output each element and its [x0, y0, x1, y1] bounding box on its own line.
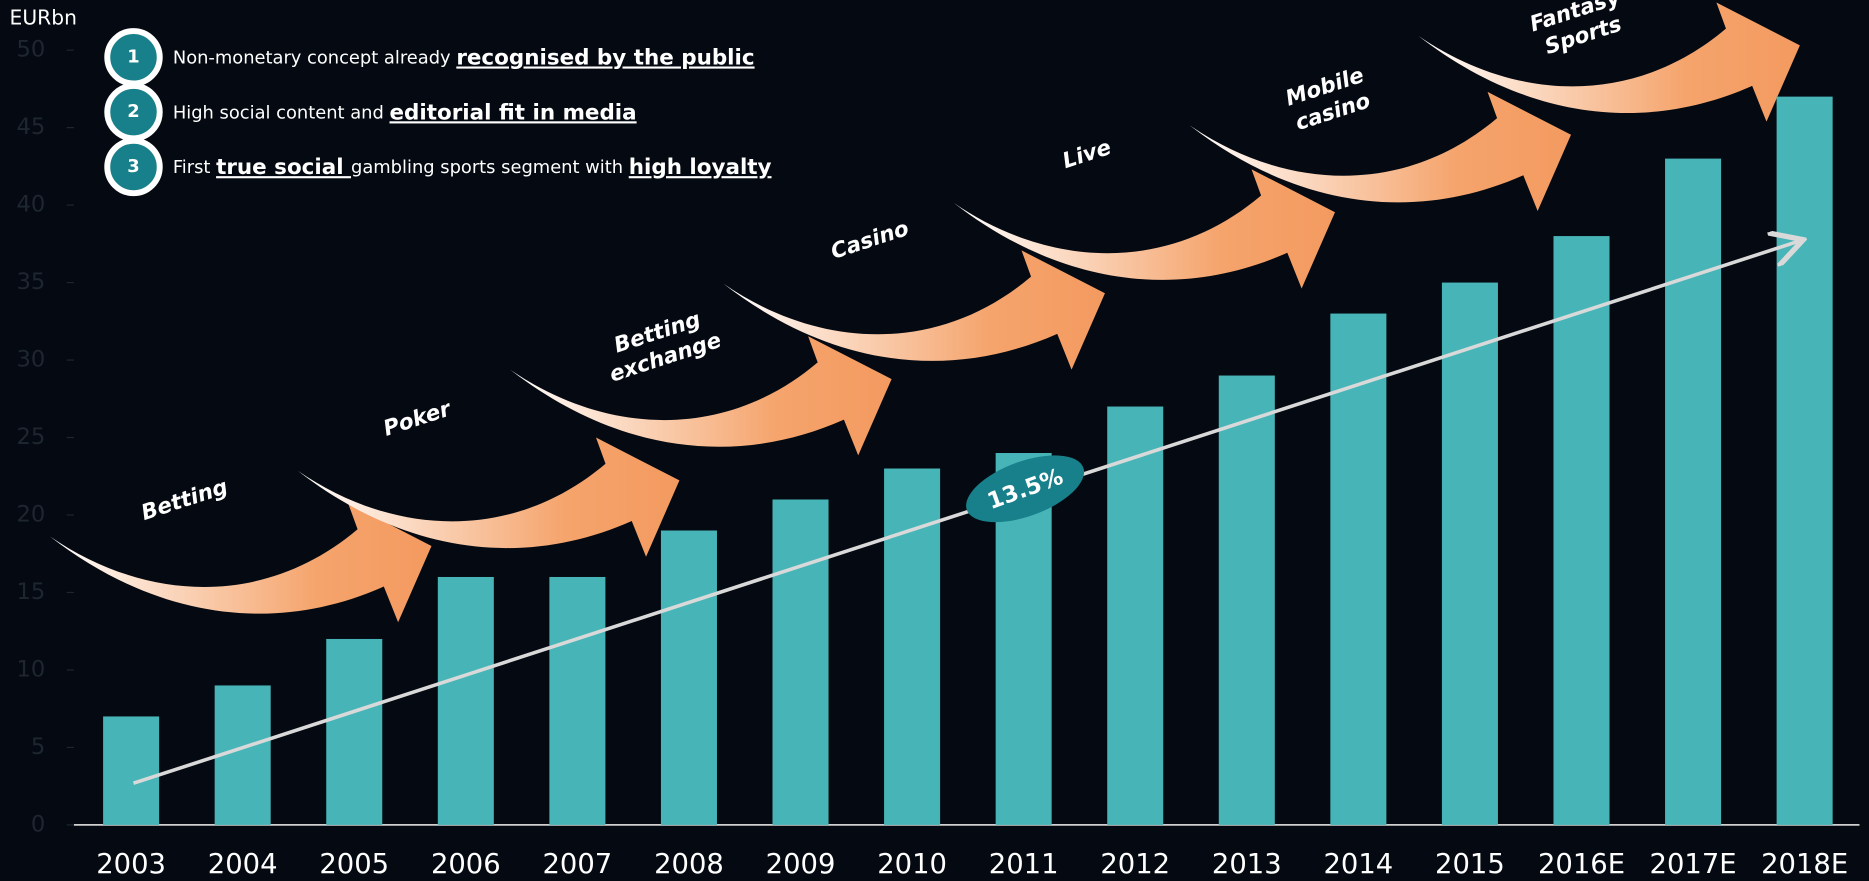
highlight-text: First true social gambling sports segmen… [173, 155, 772, 180]
y-tick-label: 20 [16, 501, 45, 527]
y-tick-label: 0 [31, 811, 45, 837]
stage-arrow [723, 250, 1105, 370]
bar [660, 530, 717, 825]
bar [1330, 313, 1387, 825]
bar [772, 499, 829, 825]
y-tick-label: 35 [16, 269, 45, 295]
x-tick-label: 2004 [208, 849, 278, 880]
x-tick-label: 2006 [431, 849, 501, 880]
bar [1218, 375, 1275, 825]
stage-arrow [953, 169, 1335, 289]
x-tick-label: 2016E [1538, 849, 1625, 880]
stage-arrow [1189, 91, 1572, 212]
unit-label: EURbn [10, 6, 77, 30]
bar [1441, 282, 1498, 825]
bar [103, 716, 160, 825]
x-tick-label: 2008 [654, 849, 724, 880]
x-tick-label: 2007 [543, 849, 613, 880]
highlight-segment: gambling sports segment with [351, 157, 629, 178]
trend-line [132, 241, 1800, 785]
y-tick-label: 15 [16, 579, 45, 605]
x-tick-label: 2010 [877, 849, 947, 880]
stage-arrow [297, 437, 680, 557]
highlight-text: Non-monetary concept already recognised … [173, 45, 755, 70]
highlight-badge [104, 137, 163, 197]
highlight-segment: high loyalty [629, 155, 772, 180]
highlight-number: 1 [127, 46, 139, 67]
bar [1553, 236, 1610, 825]
highlight-segment: Non-monetary concept already [173, 47, 456, 68]
x-tick-label: 2017E [1650, 849, 1737, 880]
highlight-number: 3 [127, 156, 139, 177]
y-tick-label: 45 [16, 114, 45, 140]
x-tick-label: 2003 [96, 849, 166, 880]
x-tick-label: 2005 [319, 849, 389, 880]
bar [326, 638, 383, 825]
x-tick-label: 2012 [1100, 849, 1170, 880]
x-tick-label: 2018E [1761, 849, 1848, 880]
y-tick-label: 25 [16, 424, 45, 450]
highlight-segment: First [173, 157, 216, 178]
highlight-text: High social content and editorial fit in… [173, 100, 637, 125]
highlight-number: 2 [127, 101, 139, 122]
cagr-ellipse [966, 455, 1085, 523]
highlight-segment: High social content and [173, 102, 390, 123]
x-tick-label: 2015 [1435, 849, 1505, 880]
highlight-segment: editorial fit in media [389, 100, 636, 125]
y-tick-label: 50 [16, 37, 45, 63]
bar [549, 576, 606, 825]
x-tick-label: 2013 [1212, 849, 1282, 880]
y-tick-label: 40 [16, 192, 45, 218]
bar [1107, 406, 1164, 825]
stage-arrow [510, 336, 892, 456]
bar [437, 576, 494, 825]
highlight-segment: true social [216, 155, 351, 180]
highlight-segment: recognised by the public [456, 45, 754, 70]
y-tick-label: 30 [16, 347, 45, 373]
stage-arrow [1418, 2, 1800, 122]
x-tick-label: 2011 [989, 849, 1059, 880]
x-tick-label: 2009 [766, 849, 836, 880]
bar [1665, 158, 1722, 825]
y-tick-label: 5 [31, 734, 45, 760]
x-tick-label: 2014 [1323, 849, 1393, 880]
bar [1776, 96, 1833, 825]
y-tick-label: 10 [16, 656, 45, 682]
stage-arrow [50, 503, 432, 623]
